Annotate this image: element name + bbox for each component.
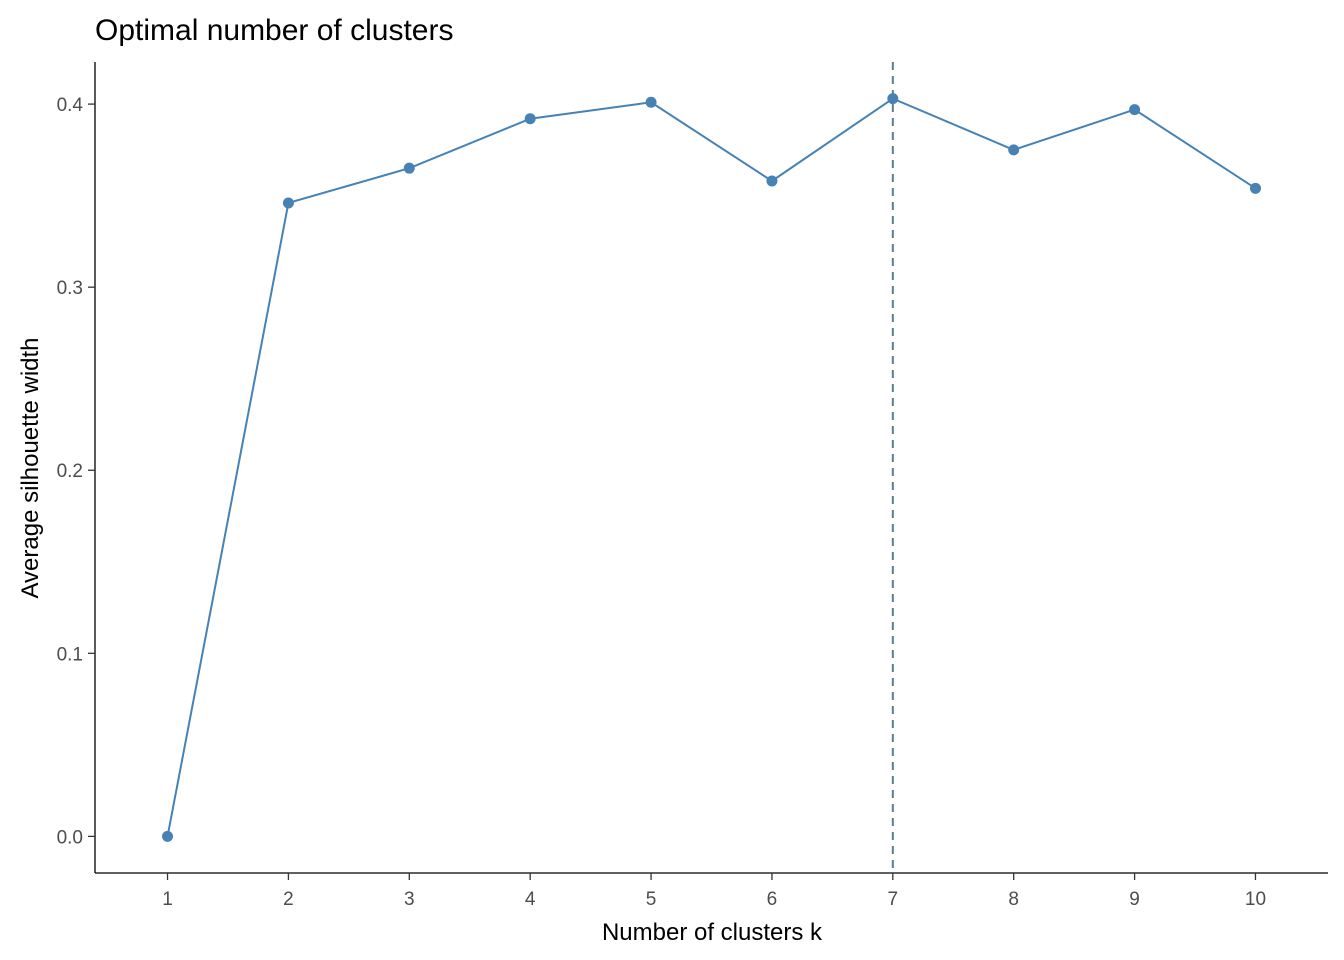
x-tick-label: 6 bbox=[767, 889, 778, 910]
data-point bbox=[1008, 144, 1020, 156]
x-tick-label: 8 bbox=[1008, 889, 1019, 910]
y-tick-label: 0.0 bbox=[57, 827, 83, 848]
chart-title: Optimal number of clusters bbox=[95, 14, 453, 47]
y-tick-label: 0.1 bbox=[57, 644, 83, 665]
series-line bbox=[166, 97, 1257, 837]
x-tick-label: 7 bbox=[888, 889, 899, 910]
data-point bbox=[524, 113, 536, 125]
x-tick-label: 10 bbox=[1245, 889, 1266, 910]
y-axis-ticks: 0.0 0.1 0.2 0.3 0.4 bbox=[57, 95, 95, 848]
y-tick-label: 0.4 bbox=[57, 95, 84, 116]
plot-area bbox=[162, 62, 1261, 873]
x-axis-title: Number of clusters k bbox=[602, 919, 823, 946]
data-point bbox=[766, 175, 778, 187]
y-tick-label: 0.3 bbox=[57, 278, 83, 299]
y-tick-label: 0.2 bbox=[57, 461, 83, 482]
x-tick-label: 5 bbox=[646, 889, 657, 910]
x-tick-label: 4 bbox=[525, 889, 536, 910]
data-point bbox=[403, 162, 415, 174]
x-tick-label: 2 bbox=[283, 889, 294, 910]
data-point bbox=[1249, 182, 1261, 194]
y-axis-title: Average silhouette width bbox=[17, 337, 44, 598]
x-axis-ticks: 1 2 3 4 5 6 7 8 9 10 bbox=[162, 873, 1266, 910]
data-point bbox=[887, 93, 899, 105]
data-point bbox=[645, 96, 657, 108]
data-point bbox=[162, 830, 174, 842]
x-tick-label: 9 bbox=[1129, 889, 1140, 910]
x-tick-label: 1 bbox=[162, 889, 173, 910]
x-tick-label: 3 bbox=[404, 889, 415, 910]
data-point bbox=[282, 197, 294, 209]
data-point bbox=[1129, 104, 1141, 116]
